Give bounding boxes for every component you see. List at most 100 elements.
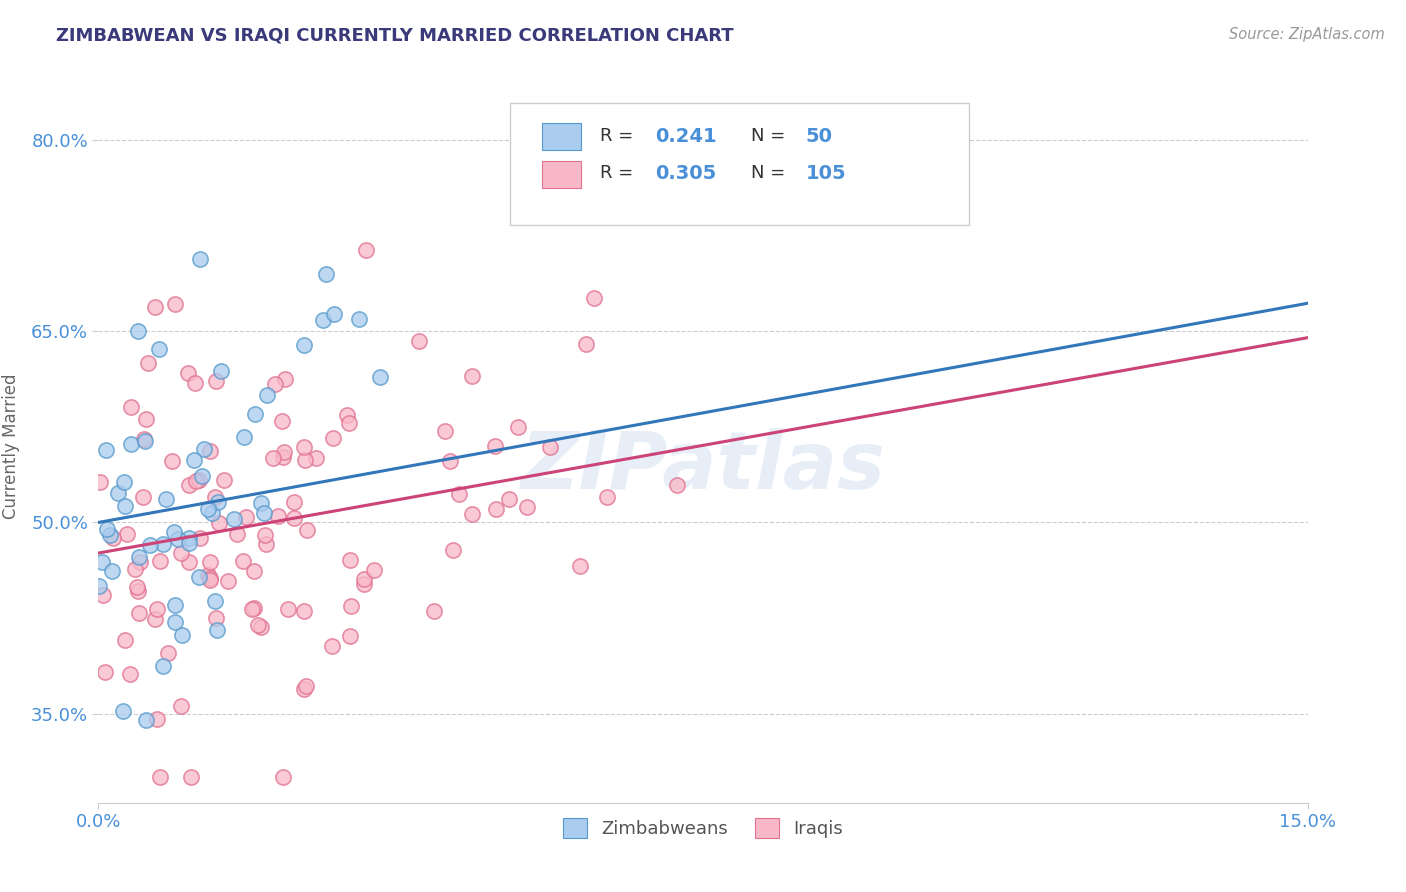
Point	[337, 416, 360, 430]
Point	[363, 563, 385, 577]
Point	[101, 564, 124, 578]
Point	[205, 610, 228, 624]
Point	[263, 376, 285, 391]
Point	[135, 412, 157, 426]
Point	[127, 583, 149, 598]
Point	[121, 401, 143, 415]
Point	[143, 301, 166, 315]
Text: 0.241: 0.241	[655, 127, 716, 145]
Point	[311, 312, 333, 326]
Point	[321, 640, 343, 654]
Point	[271, 770, 294, 784]
Point	[188, 570, 211, 584]
Point	[180, 770, 202, 784]
Point	[145, 602, 167, 616]
Point	[665, 478, 688, 492]
Point	[339, 553, 361, 567]
Point	[277, 602, 299, 616]
Point	[107, 486, 129, 500]
Point	[127, 580, 149, 594]
Point	[160, 454, 183, 468]
Point	[339, 629, 361, 643]
Point	[134, 434, 156, 448]
Point	[197, 568, 219, 582]
Point	[193, 442, 215, 456]
Point	[439, 454, 461, 468]
Point	[128, 555, 150, 569]
Point	[94, 443, 117, 458]
Point	[184, 376, 207, 390]
Point	[461, 368, 484, 383]
Point	[96, 522, 118, 536]
Point	[205, 624, 228, 638]
Point	[179, 477, 201, 491]
Point	[336, 408, 359, 422]
Point	[498, 492, 520, 507]
Point	[292, 603, 315, 617]
Text: ZIPatlas: ZIPatlas	[520, 428, 886, 507]
Point	[166, 532, 188, 546]
Point	[103, 531, 125, 545]
Point	[347, 312, 370, 326]
Point	[200, 571, 222, 585]
Text: 0.305: 0.305	[655, 164, 716, 183]
Point	[139, 539, 162, 553]
Point	[188, 532, 211, 546]
Point	[283, 495, 305, 509]
Point	[271, 450, 294, 465]
Point	[145, 712, 167, 726]
Point	[112, 475, 135, 489]
Point	[127, 324, 149, 338]
Point	[292, 337, 315, 351]
Point	[201, 506, 224, 520]
Point	[292, 681, 315, 696]
Point	[516, 500, 538, 515]
Point	[208, 516, 231, 530]
Text: Source: ZipAtlas.com: Source: ZipAtlas.com	[1229, 27, 1385, 42]
Point	[283, 510, 305, 524]
Point	[120, 437, 142, 451]
Point	[111, 704, 134, 718]
Point	[447, 487, 470, 501]
Point	[200, 555, 222, 569]
Point	[305, 451, 328, 466]
Y-axis label: Currently Married: Currently Married	[1, 373, 20, 519]
Point	[177, 367, 200, 381]
Point	[295, 523, 318, 537]
Point	[184, 475, 207, 489]
Text: R =: R =	[600, 128, 640, 145]
Point	[148, 342, 170, 356]
Point	[191, 469, 214, 483]
FancyBboxPatch shape	[543, 123, 581, 150]
Text: N =: N =	[751, 164, 792, 182]
Point	[484, 439, 506, 453]
Text: N =: N =	[751, 128, 792, 145]
Point	[408, 334, 430, 348]
Point	[322, 307, 344, 321]
Point	[273, 444, 295, 458]
Point	[152, 659, 174, 673]
Point	[163, 297, 186, 311]
Point	[117, 526, 139, 541]
Point	[266, 508, 288, 523]
Point	[132, 432, 155, 446]
Point	[188, 252, 211, 267]
FancyBboxPatch shape	[543, 161, 581, 187]
Point	[315, 267, 337, 281]
Point	[271, 414, 294, 428]
Point	[179, 532, 201, 546]
Point	[205, 374, 228, 388]
Point	[197, 501, 219, 516]
Point	[370, 370, 392, 384]
Point	[98, 527, 121, 541]
Point	[340, 599, 363, 613]
Point	[183, 453, 205, 467]
Point	[163, 615, 186, 630]
Point	[443, 542, 465, 557]
Point	[120, 667, 142, 681]
Point	[209, 364, 232, 378]
Point	[254, 536, 277, 550]
Point	[170, 628, 193, 642]
Point	[263, 451, 285, 466]
Point	[135, 713, 157, 727]
